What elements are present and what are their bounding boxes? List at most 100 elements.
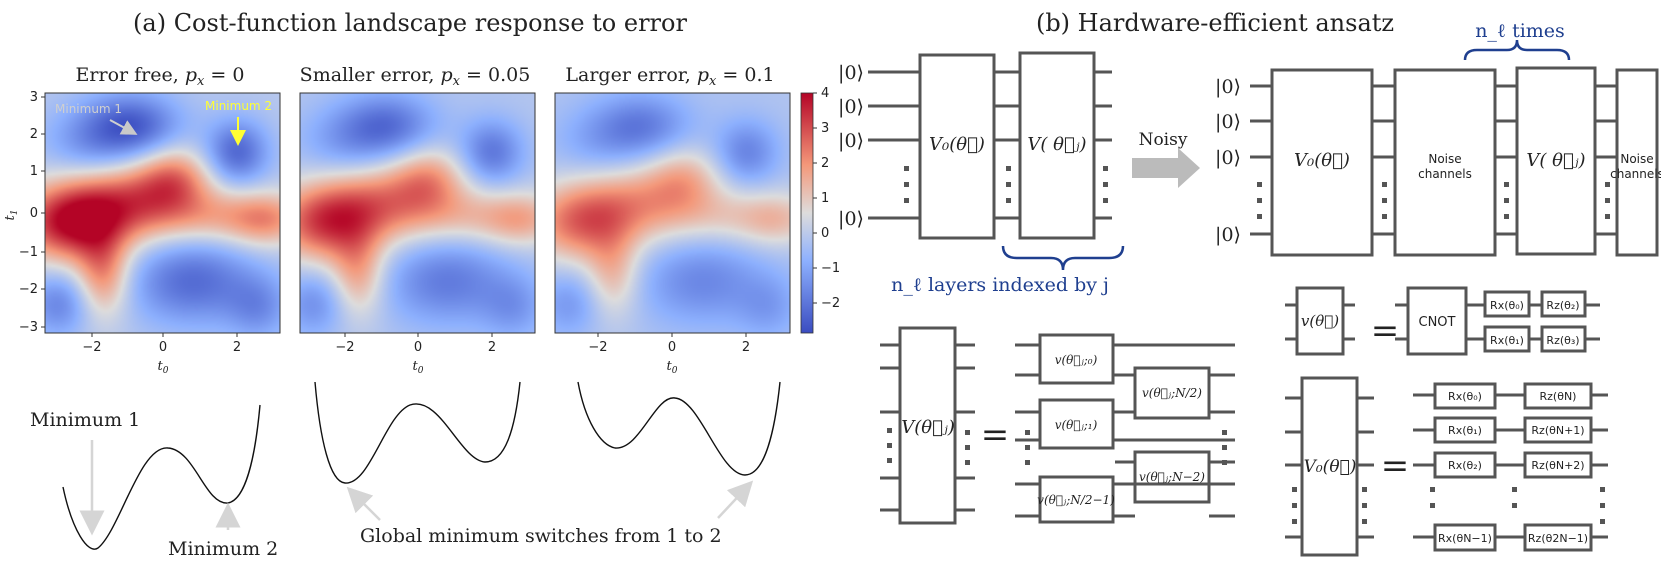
heatmap-2 [299, 92, 536, 334]
curve-2 [314, 381, 521, 484]
colorbar-tick-1: 1 [821, 191, 829, 206]
xtick-2-m2: −2 [335, 340, 354, 355]
vj-gate-label-noisy: V( θ⃗ⱼ) [1526, 150, 1585, 171]
v0-rx-2: Rx(θ₂) [1448, 459, 1482, 472]
colorbar-tick-m1: −1 [821, 261, 840, 276]
heatmap-2-title: Smaller error, px = 0.05 [300, 64, 531, 89]
ket-5: |0⟩ [1215, 76, 1241, 98]
top-right-kets: |0⟩ |0⟩ |0⟩ |0⟩ [1215, 76, 1241, 246]
ytick-2: 2 [30, 127, 38, 142]
colorbar-tick-3: 3 [821, 121, 829, 136]
v0-big-label: V₀(θ⃗) [1304, 457, 1357, 477]
heatmap-1 [44, 92, 281, 334]
xtick-1-2: 2 [233, 340, 241, 355]
min1-arrow-icon [109, 119, 138, 135]
v0-gate-labels: Rx(θ₀) Rx(θ₁) Rx(θ₂) Rx(θN−1) Rz(θN) Rz(… [1438, 390, 1588, 545]
v0-dots [1292, 487, 1605, 524]
xtick-3-m2: −2 [588, 340, 607, 355]
v-gate-rx1: Rx(θ₁) [1490, 334, 1524, 347]
ket-7: |0⟩ [1215, 147, 1241, 169]
colorbar-tick-0: 0 [821, 226, 829, 241]
top-left-kets: |0⟩ |0⟩ |0⟩ |0⟩ [838, 62, 864, 230]
noise-box-1-line2: channels [1418, 167, 1472, 181]
noise-box-2-line2: channels [1610, 167, 1661, 181]
v-small-label: v(θ⃗) [1301, 312, 1339, 330]
v0-rx-0: Rx(θ₀) [1448, 390, 1482, 403]
ytick-m2: −2 [19, 282, 38, 297]
v0-gate-label: V₀(θ⃗) [929, 134, 985, 155]
ytick-3: 3 [30, 90, 38, 105]
switch-arrow-left-icon [346, 486, 381, 521]
heatmap-1-title: Error free, px = 0 [76, 64, 245, 89]
sub-block-n2: v(θ⃗ⱼ;N/2) [1142, 386, 1202, 400]
ytick-0: 0 [30, 206, 38, 221]
top-right-dots [1257, 182, 1610, 219]
top-left-circuit [868, 51, 1112, 240]
heatmap-min2-label: Minimum 2 [205, 99, 272, 113]
v0-rx-1: Rx(θ₁) [1448, 424, 1482, 437]
vj-gate-label: V( θ⃗ⱼ) [1027, 134, 1086, 155]
vj-big-label: V(θ⃗ⱼ) [901, 417, 954, 438]
v0-gate-label-noisy: V₀(θ⃗) [1294, 150, 1350, 171]
noisy-label: Noisy [1139, 130, 1188, 150]
layers-brace [1001, 245, 1125, 271]
y-axis-label: t1 [3, 210, 20, 221]
ket-8: |0⟩ [1215, 224, 1241, 246]
v0-decomposition [1285, 376, 1608, 557]
colorbar-tick-2: 2 [821, 156, 829, 171]
vj-decomposition [880, 326, 1235, 525]
ket-2: |0⟩ [838, 96, 864, 118]
equals-v: = [1371, 311, 1400, 351]
switch-label: Global minimum switches from 1 to 2 [360, 525, 722, 547]
ytick-m3: −3 [19, 320, 38, 335]
colorbar-tick-m2: −2 [821, 296, 840, 311]
colorbar-tick-4: 4 [821, 86, 829, 101]
sub-block-1: v(θ⃗ⱼ;₁) [1055, 418, 1098, 432]
v0-rz-n2: Rz(θN+2) [1531, 459, 1584, 472]
sub-block-nm2: v(θ⃗ⱼ;N−2) [1139, 470, 1205, 484]
v-gate-rz3: Rz(θ₃) [1546, 334, 1579, 347]
y-axis-ticks: 3 2 1 0 −1 −2 −3 [19, 90, 45, 335]
ket-1: |0⟩ [838, 62, 864, 84]
vj-dots [887, 428, 1227, 465]
xtick-1-m2: −2 [82, 340, 101, 355]
v-gate-rz2: Rz(θ₂) [1546, 299, 1579, 312]
heatmap-min1-label: Minimum 1 [55, 102, 122, 116]
noisy-arrow-icon [1132, 148, 1200, 188]
ytick-1: 1 [30, 164, 38, 179]
v0-rx-n1: Rx(θN−1) [1438, 532, 1492, 545]
x-axis-label-3: t0 [667, 359, 678, 376]
heatmap-3 [554, 92, 791, 334]
ket-6: |0⟩ [1215, 111, 1241, 133]
panel-b-title: (b) Hardware-efficient ansatz [1036, 9, 1394, 37]
x-axis-label-1: t0 [158, 359, 169, 376]
sub-block-n2m1: v(θ⃗ⱼ;N/2−1) [1037, 493, 1115, 507]
v-small-decomposition [1285, 286, 1600, 356]
noise-box-1-line1: Noise [1428, 152, 1461, 166]
times-brace [1463, 39, 1571, 61]
panel-a-title: (a) Cost-function landscape response to … [133, 9, 687, 37]
switch-arrow-right-icon [717, 480, 754, 519]
curve-3 [577, 381, 781, 476]
v0-rz-n: Rz(θN) [1540, 390, 1577, 403]
times-label: n_ℓ times [1475, 20, 1565, 42]
xtick-2-0: 0 [414, 340, 422, 355]
ytick-m1: −1 [19, 245, 38, 260]
curve-min1-label: Minimum 1 [30, 409, 140, 431]
curve-min2-label: Minimum 2 [168, 538, 278, 560]
cnot-label: CNOT [1419, 315, 1456, 330]
xtick-2-2: 2 [488, 340, 496, 355]
layers-label: n_ℓ layers indexed by j [891, 274, 1109, 296]
equals-v0: = [1381, 446, 1410, 486]
colorbar-ticks: 4 3 2 1 0 −1 −2 [813, 86, 840, 311]
sub-block-0: v(θ⃗ⱼ;₀) [1055, 353, 1098, 367]
x-axis-ticks: −2 0 2 −2 0 2 −2 0 2 [82, 333, 750, 355]
noise-box-2-line1: Noise [1620, 152, 1653, 166]
top-left-dots [904, 166, 1108, 203]
equals-vj: = [981, 415, 1010, 455]
xtick-1-0: 0 [159, 340, 167, 355]
v-gate-rx0: Rx(θ₀) [1490, 299, 1524, 312]
xtick-3-0: 0 [668, 340, 676, 355]
curve-1 [62, 404, 261, 550]
